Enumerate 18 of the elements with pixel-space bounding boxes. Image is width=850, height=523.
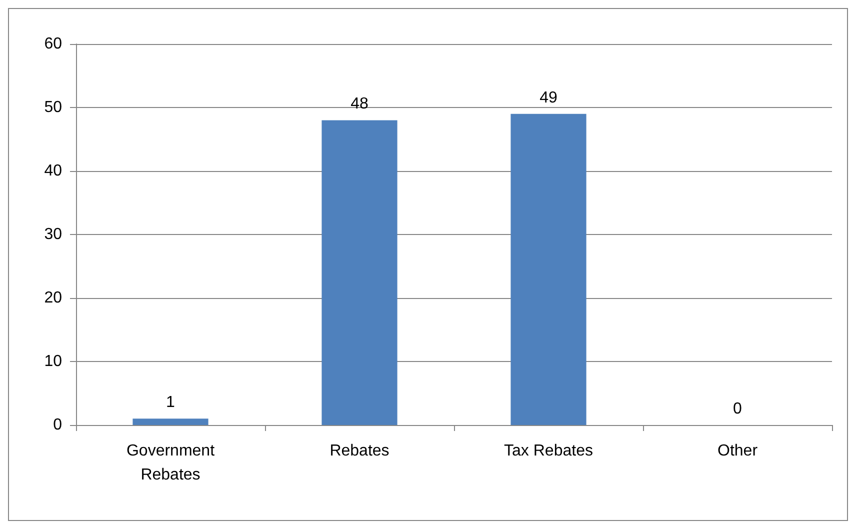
x-tick-label: Other xyxy=(717,442,758,460)
data-label: 1 xyxy=(166,394,176,412)
data-label: 48 xyxy=(350,96,368,113)
x-tick-label: Rebates xyxy=(330,442,390,460)
y-tick-label: 30 xyxy=(44,226,62,243)
y-tick-label: 60 xyxy=(44,36,62,52)
y-tick-label: 50 xyxy=(44,99,62,116)
data-label: 49 xyxy=(540,89,558,106)
bar xyxy=(132,418,208,425)
x-tick-label: Government Rebates xyxy=(126,442,216,484)
y-tick-label: 0 xyxy=(53,416,62,434)
y-tick-label: 10 xyxy=(44,353,62,370)
bar xyxy=(510,114,586,425)
y-tick-label: 40 xyxy=(44,162,62,180)
data-label: 0 xyxy=(733,400,742,418)
bar xyxy=(322,120,398,425)
x-tick-label: Tax Rebates xyxy=(504,442,593,460)
y-tick-label: 20 xyxy=(44,290,62,306)
